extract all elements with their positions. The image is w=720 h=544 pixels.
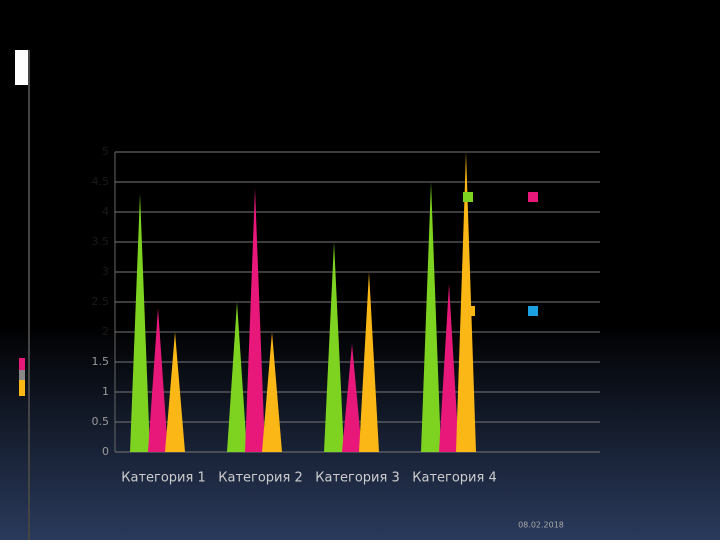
cone bbox=[324, 242, 344, 452]
y-tick-label: 3.5 bbox=[92, 235, 110, 248]
cone bbox=[245, 188, 265, 452]
y-tick-label: 2 bbox=[102, 325, 109, 338]
cone bbox=[227, 302, 247, 452]
x-tick-label: Категория 2 bbox=[218, 471, 302, 486]
decor-line bbox=[28, 50, 30, 540]
decor-mark bbox=[19, 370, 25, 380]
y-tick-label: 4 bbox=[102, 205, 109, 218]
legend-swatch bbox=[463, 192, 473, 202]
decor-bar bbox=[15, 50, 28, 85]
legend-swatch bbox=[528, 192, 538, 202]
y-tick-label: 0.5 bbox=[92, 415, 110, 428]
y-tick-label: 2.5 bbox=[92, 295, 110, 308]
cone bbox=[359, 272, 379, 452]
cone bbox=[456, 152, 476, 452]
cone bbox=[262, 332, 282, 452]
y-tick-label: 1 bbox=[102, 385, 109, 398]
cone bbox=[342, 344, 362, 452]
cone bbox=[148, 308, 168, 452]
x-tick-label: Категория 4 bbox=[412, 471, 496, 486]
y-tick-label: 1.5 bbox=[92, 355, 110, 368]
legend-swatch bbox=[528, 306, 538, 316]
cone bbox=[421, 182, 441, 452]
y-tick-label: 0 bbox=[102, 445, 109, 458]
decor-mark bbox=[19, 380, 25, 396]
date: 08.02.2018 bbox=[518, 521, 564, 530]
cone bbox=[130, 194, 150, 452]
y-tick-label: 4.5 bbox=[92, 175, 110, 188]
cone bbox=[165, 332, 185, 452]
x-tick-label: Категория 3 bbox=[315, 471, 399, 486]
decor-mark bbox=[19, 358, 25, 370]
y-tick-label: 5 bbox=[102, 145, 109, 158]
y-tick-label: 3 bbox=[102, 265, 109, 278]
x-tick-label: Категория 1 bbox=[121, 471, 205, 486]
legend-swatch bbox=[465, 306, 475, 316]
cone bbox=[439, 284, 459, 452]
